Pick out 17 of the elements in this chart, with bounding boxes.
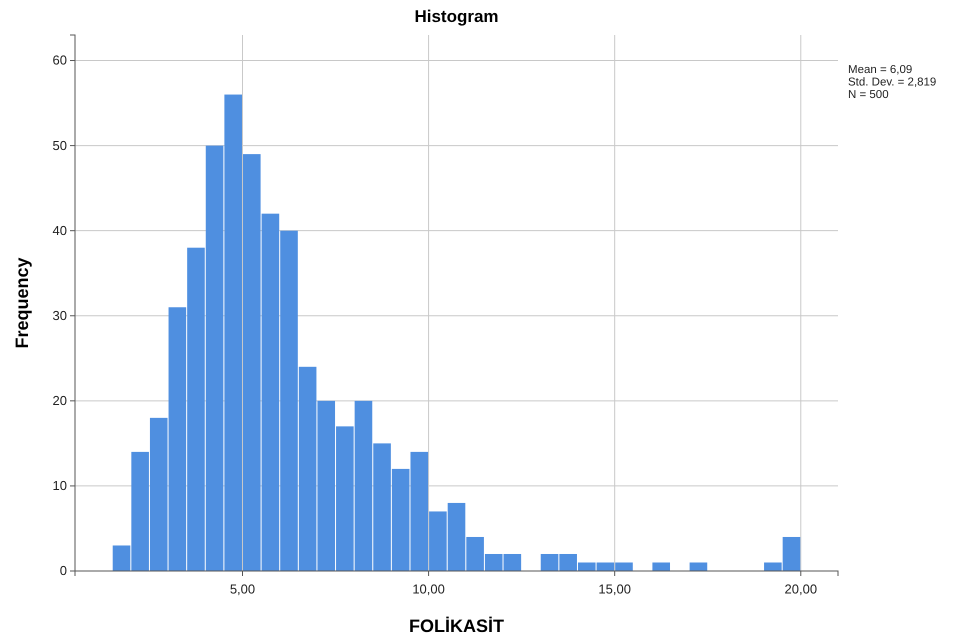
- y-tick-label: 20: [52, 393, 67, 408]
- y-tick-label: 0: [60, 563, 67, 578]
- y-tick-label: 50: [52, 138, 67, 153]
- y-axis-title: Frequency: [12, 257, 32, 349]
- y-tick-label: 30: [52, 308, 67, 323]
- x-axis-title: FOLİKASİT: [409, 616, 504, 636]
- x-tick-label: 15,00: [598, 581, 631, 596]
- chart-title: Histogram: [414, 7, 499, 26]
- y-tick-label: 40: [52, 222, 67, 238]
- y-tick-label: 10: [52, 478, 67, 494]
- x-tick-label: 5,00: [230, 581, 256, 596]
- y-tick-label: 60: [52, 52, 67, 68]
- x-tick-label: 20,00: [784, 581, 818, 596]
- text: Std. Dev. = 2,819: [848, 76, 936, 88]
- x-tick-label: 10,00: [412, 581, 445, 596]
- text: N = 500: [848, 89, 889, 101]
- text: Mean = 6,09: [848, 64, 912, 76]
